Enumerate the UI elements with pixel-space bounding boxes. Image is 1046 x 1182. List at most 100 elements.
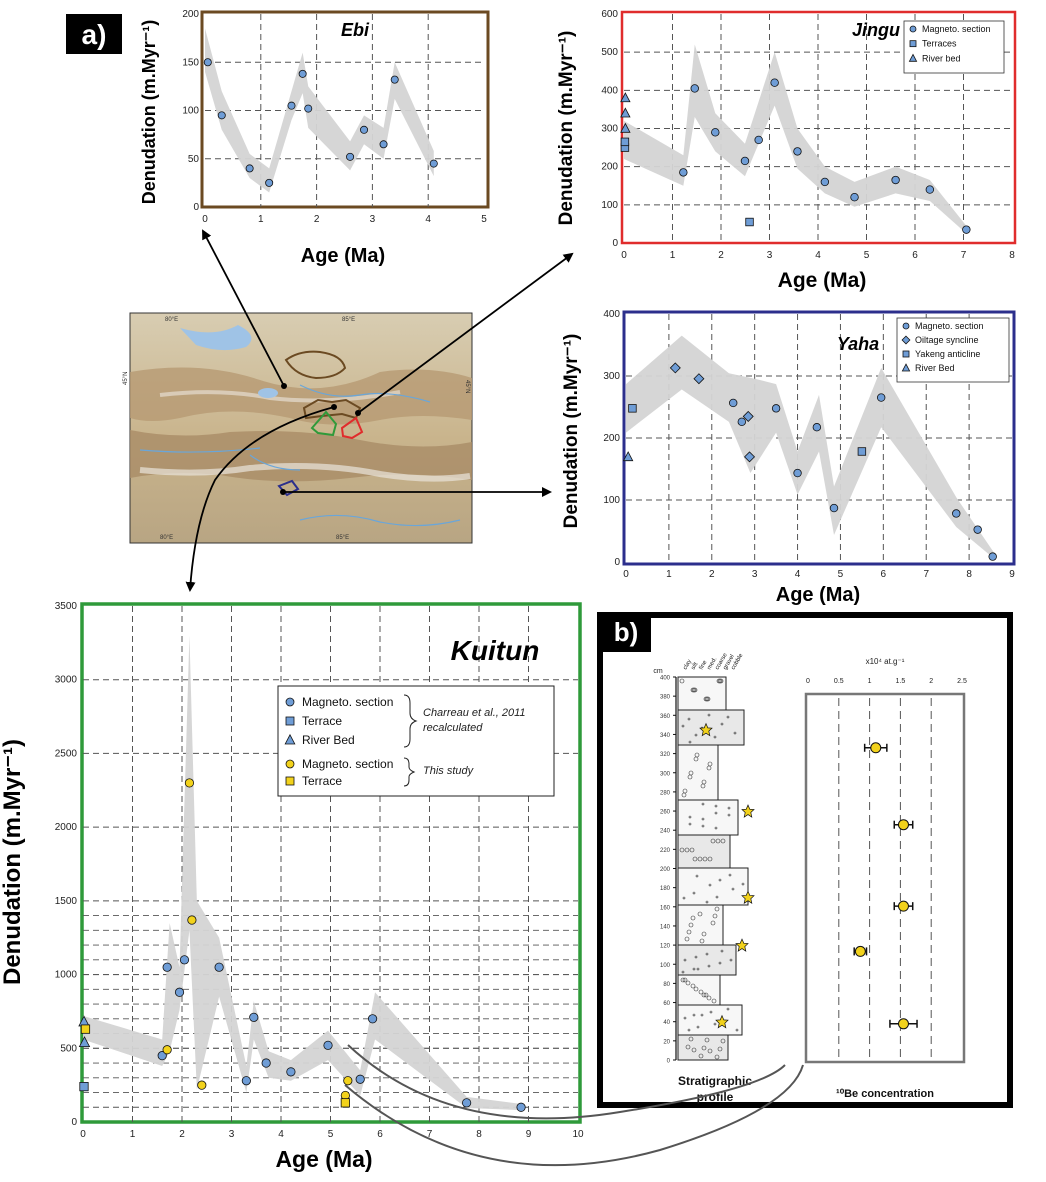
x-tick-label: 4 <box>278 1129 284 1140</box>
location-map: 80°E 85°E 80°E 85°E 45°N 45°N <box>123 312 473 544</box>
jingu-point-square <box>620 137 630 147</box>
yaha-point-circle <box>973 525 982 534</box>
kuitun-point-circle <box>214 962 224 972</box>
y-tick-label: 1500 <box>55 896 78 907</box>
strat-sample-star <box>699 722 713 737</box>
y-tick-label: 0 <box>612 238 618 249</box>
strat-grain <box>705 952 709 956</box>
strat-grain <box>714 1054 720 1060</box>
strat-grain <box>714 906 720 912</box>
ebi-y-axis-label: Denudation (m.Myr⁻¹) <box>139 20 159 205</box>
kuitun-point-circle <box>184 778 195 788</box>
strat-grain <box>727 813 731 817</box>
chart-kuitun: 0 1 2 3 4 5 6 7 8 9 10 0 500 1000 1500 2000 2500 3000 3500… <box>0 601 584 1172</box>
x-tick-label: 5 <box>838 569 844 580</box>
strat-grain <box>702 856 708 862</box>
strat-grain <box>700 1013 704 1017</box>
x-tick-label: 5 <box>328 1129 334 1140</box>
strat-grain <box>690 915 696 921</box>
strat-grain <box>705 900 709 904</box>
strat-depth-label: 160 <box>660 905 671 911</box>
strat-grain <box>727 806 731 810</box>
strat-grain <box>682 896 686 900</box>
x-tick-label: 6 <box>881 569 887 580</box>
map-ebi-catchment <box>284 350 347 380</box>
strat-grain <box>707 761 713 767</box>
ebi-point-circle <box>287 101 296 110</box>
strat-grain <box>733 731 737 735</box>
strat-grain <box>694 752 700 758</box>
yaha-point-square <box>628 404 637 413</box>
strat-grain <box>728 873 732 877</box>
strat-grain <box>683 958 687 962</box>
x-tick-label: 0 <box>202 214 208 225</box>
kuitun-point-circle <box>343 1076 353 1086</box>
strat-grain <box>731 887 735 891</box>
strat-grain-label: fine <box>699 659 709 671</box>
y-tick-label: 500 <box>60 1043 77 1054</box>
arrow-to-ebi <box>202 229 285 387</box>
strat-grain <box>692 967 696 971</box>
kuitun-title: Kuitun <box>451 635 540 666</box>
strat-grain <box>698 1053 704 1059</box>
yaha-x-axis-label: Age (Ma) <box>776 584 860 606</box>
x-tick-label: 0 <box>80 1129 86 1140</box>
kuitun-point-circle <box>162 962 172 972</box>
strat-grain <box>692 856 698 862</box>
strat-grain <box>685 980 691 986</box>
jingu-point-circle <box>679 168 688 177</box>
x-tick-label: 3 <box>752 569 758 580</box>
jingu-point-circle <box>925 185 935 194</box>
kuitun-legend-label: River Bed <box>302 733 355 747</box>
strat-depth-label: 60 <box>663 1001 670 1007</box>
kuitun-point-circle <box>162 1045 172 1055</box>
strat-grain <box>701 824 705 828</box>
kuitun-y-axis-label: Denudation (m.Myr⁻¹) <box>0 739 26 985</box>
y-tick-label: 2500 <box>55 748 78 759</box>
ebi-point-circle <box>346 152 355 161</box>
x-tick-label: 9 <box>1009 569 1015 580</box>
yaha-point-triangle <box>622 451 634 462</box>
kuitun-point-square <box>79 1082 89 1092</box>
x-tick-label: 1 <box>258 214 264 225</box>
strat-layer <box>677 944 737 976</box>
strat-sample-star <box>735 938 749 952</box>
x-tick-label: 2 <box>179 1129 185 1140</box>
strat-grain <box>735 1028 739 1032</box>
strat-depth-unit: cm <box>653 668 663 675</box>
y-tick-label: 0 <box>193 202 199 213</box>
be10-x-tick-label: 0 <box>806 678 810 685</box>
ebi-uncertainty-band <box>205 28 434 193</box>
map-connectors <box>185 229 574 592</box>
kuitun-to-profile-connectors <box>344 1044 804 1167</box>
strat-grain <box>720 838 726 844</box>
yaha-point-circle <box>771 404 781 413</box>
strat-grain <box>692 891 696 895</box>
be10-point <box>870 742 882 754</box>
map-lake-small <box>258 388 278 398</box>
ebi-x-axis-label: Age (Ma) <box>301 245 385 267</box>
strat-grain <box>707 856 713 862</box>
strat-grain <box>726 1007 730 1011</box>
map-lon-label: 85°E <box>342 317 355 323</box>
kuitun-point-circle <box>197 1080 207 1090</box>
strat-grain <box>720 722 724 726</box>
strat-grain <box>710 838 716 844</box>
strat-depth-label: 200 <box>660 867 671 873</box>
strat-depth-label: 400 <box>660 676 671 682</box>
panel-label-b-text: b) <box>614 617 639 647</box>
map-snow-peaks <box>139 463 471 482</box>
y-tick-label: 200 <box>601 162 618 173</box>
strat-grain <box>690 687 696 693</box>
strat-grain <box>703 992 709 998</box>
jingu-point-triangle <box>620 92 631 103</box>
strat-grain <box>689 847 695 853</box>
kuitun-legend-note: recalculated <box>423 722 483 734</box>
x-tick-label: 8 <box>1009 250 1015 261</box>
x-tick-label: 3 <box>229 1129 235 1140</box>
kuitun-point-circle <box>249 1012 259 1022</box>
strat-grain <box>697 911 703 917</box>
x-tick-label: 0 <box>621 250 627 261</box>
map-lon-label: 80°E <box>160 535 173 541</box>
